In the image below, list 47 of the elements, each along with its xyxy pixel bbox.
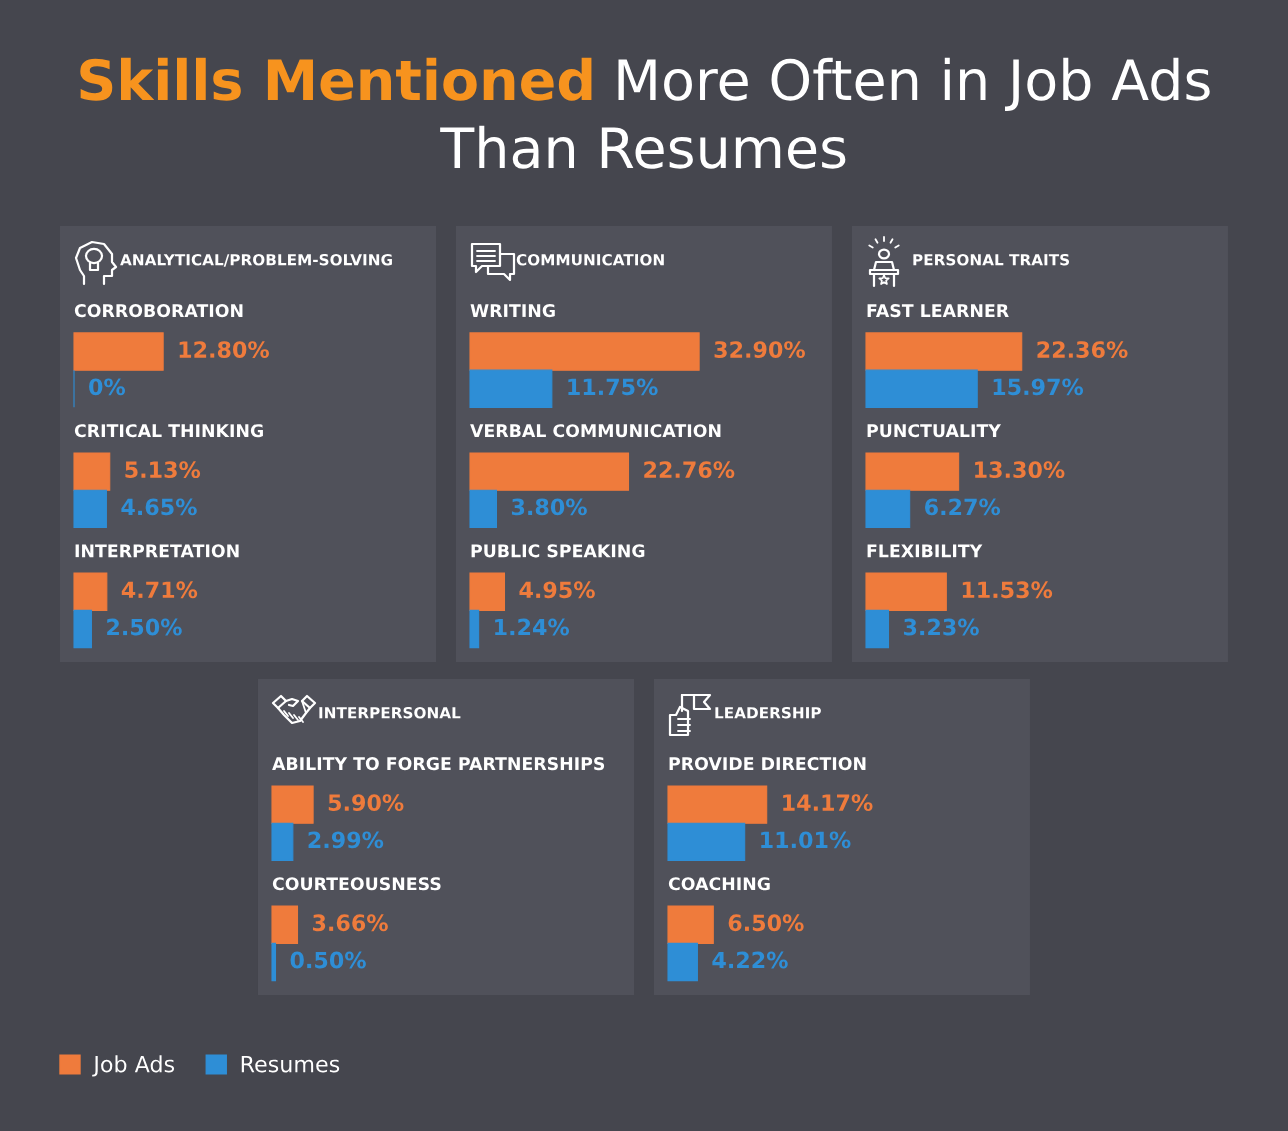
y-tick-label: COACHING [668,877,770,891]
data-label: 15.97% [993,378,1084,396]
text: INTERPERSONAL [319,706,461,719]
data-label: 11.53% [962,581,1053,599]
data-label: 5.90% [328,794,404,812]
y-tick-label: VERBAL COMMUNICATION [470,424,721,438]
chart-subtitle: PERSONAL TRAITS [913,253,1070,266]
data-label: 6.50% [728,914,804,932]
y-tick-label: CRITICAL THINKING [74,424,263,438]
y-tick-label: PUBLIC SPEAKING [471,544,645,558]
data-label: 4.95% [519,581,595,599]
legend-label: Job Ads [92,1055,175,1077]
data-label: 22.76% [644,461,735,479]
data-label: 11.75% [568,378,658,396]
y-tick-label: WRITING [470,304,555,318]
y-tick-label: CORROBORATION [74,304,243,318]
text: Skills Mentioned More Often in Job Ads Than Resumes [80,57,1210,169]
y-tick-label: PUNCTUALITY [867,424,1002,438]
data-label: 4.65% [121,498,197,516]
legend-label: Resumes [241,1055,340,1073]
data-label: 22.36% [1037,341,1128,358]
chart-subtitle: LEADERSHIP [715,706,821,719]
y-tick-label: COURTEOUSNESS [272,877,441,891]
data-label: 13.30% [975,461,1065,479]
y-tick-label: INTERPRETATION [75,544,239,558]
y-tick-label: ABILITY TO FORGE PARTNERSHIPS [272,757,605,771]
y-tick-label: FAST LEARNER [867,304,1009,318]
data-label: 2.99% [308,831,384,849]
data-label: 3.23% [903,618,979,636]
data-label: 3.66% [312,914,388,932]
data-label: 12.80% [179,341,269,358]
data-label: 4.22% [712,951,788,969]
data-label: 5.13% [125,461,201,479]
chart-subtitle: COMMUNICATION [516,253,664,266]
data-label: 0.50% [290,951,366,969]
y-tick-label: FLEXIBILITY [867,544,983,558]
data-label: 32.90% [714,341,805,358]
data-label: 11.01% [761,831,851,849]
data-label: 1.24% [495,618,570,636]
y-tick-label: PROVIDE DIRECTION [669,757,866,771]
text: ANALYTICAL/PROBLEM-SOLVING [120,253,392,267]
data-label: 14.17% [783,794,873,812]
data-label: 0% [89,378,126,396]
data-label: 6.27% [925,498,1001,516]
data-label: 3.80% [511,498,587,516]
data-label: 2.50% [107,618,182,636]
data-label: 4.71% [121,581,198,599]
